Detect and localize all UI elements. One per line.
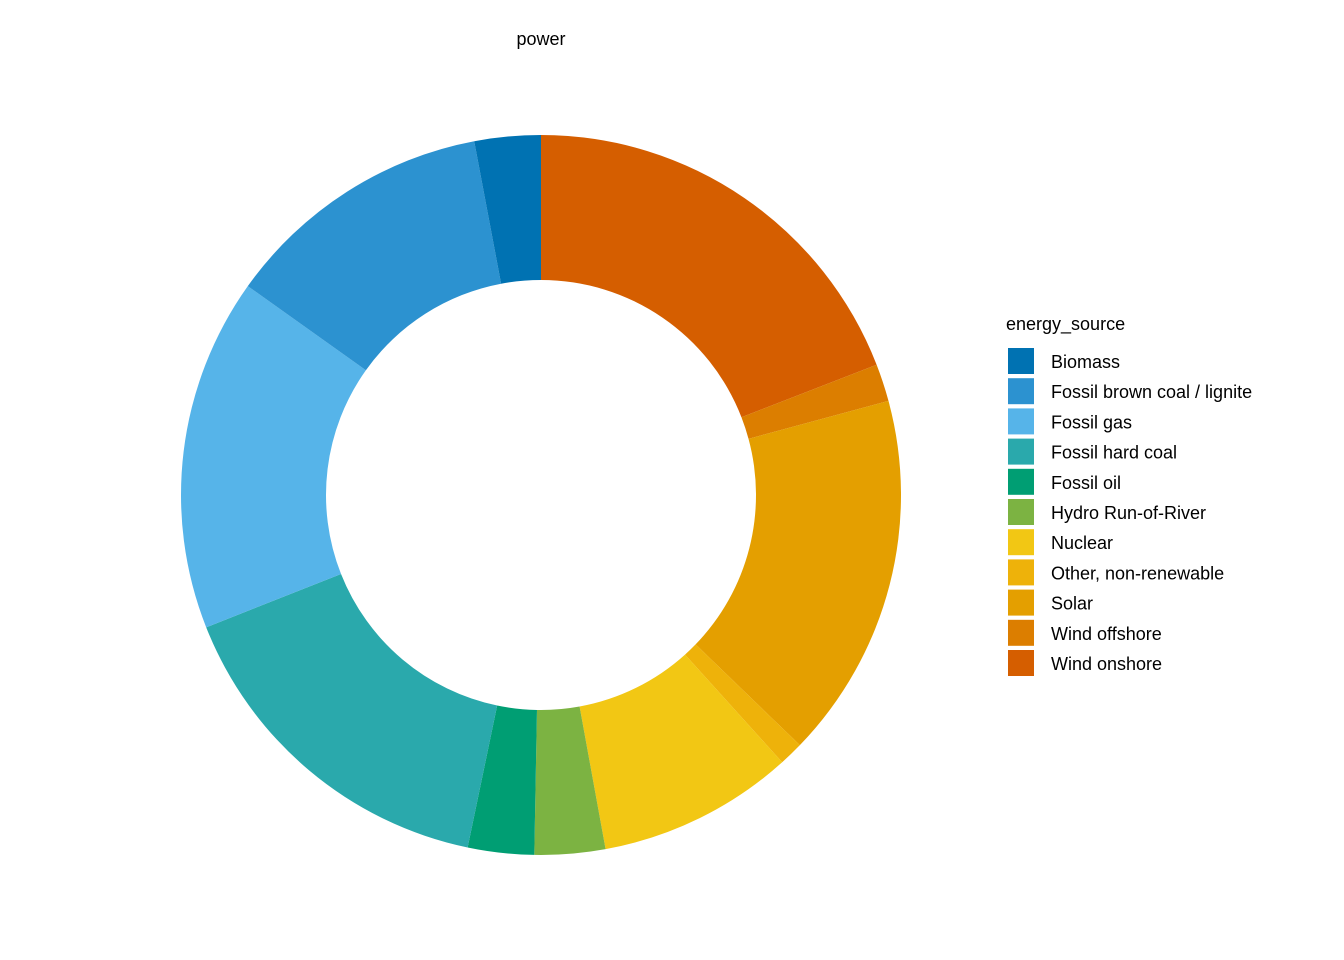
legend-key-fossil-brown-coal-lignite [1008, 378, 1034, 405]
slice-nuclear [579, 654, 783, 850]
legend-label-wind-onshore: Wind onshore [1051, 654, 1162, 674]
slice-other-non-renewable [685, 644, 800, 763]
legend-key-other-non-renewable [1008, 559, 1034, 586]
legend-label-solar: Solar [1051, 594, 1093, 614]
legend-label-other-non-renewable: Other, non-renewable [1051, 563, 1224, 583]
legend-label-hydro-run-of-river: Hydro Run-of-River [1051, 503, 1206, 523]
donut-slices [181, 135, 901, 855]
slice-fossil-gas [181, 286, 366, 628]
slice-wind-onshore [541, 135, 877, 418]
slice-fossil-hard-coal [206, 574, 498, 848]
legend-key-solar [1008, 589, 1034, 616]
legend-key-hydro-run-of-river [1008, 499, 1034, 525]
slice-biomass [474, 135, 541, 284]
slice-fossil-oil [467, 705, 537, 855]
legend-key-fossil-gas [1008, 408, 1034, 435]
legend-key-wind-offshore [1008, 619, 1034, 646]
slice-fossil-brown-coal-lignite [247, 141, 502, 371]
slice-wind-offshore [741, 364, 889, 439]
legend-label-nuclear: Nuclear [1051, 533, 1113, 553]
slice-hydro-run-of-river [534, 706, 606, 855]
legend-key-biomass [1008, 348, 1034, 374]
legend-label-biomass: Biomass [1051, 352, 1120, 372]
legend-label-wind-offshore: Wind offshore [1051, 624, 1162, 644]
legend-key-wind-onshore [1008, 650, 1034, 676]
legend: energy_source Biomass Fossil brown coal /… [1006, 314, 1252, 676]
slice-solar [695, 400, 901, 746]
axis-label: power [516, 29, 565, 49]
legend-title: energy_source [1006, 314, 1125, 335]
legend-key-fossil-hard-coal [1008, 438, 1034, 465]
legend-label-fossil-oil: Fossil oil [1051, 473, 1121, 493]
legend-label-fossil-gas: Fossil gas [1051, 412, 1132, 432]
legend-label-fossil-hard-coal: Fossil hard coal [1051, 443, 1177, 463]
legend-key-nuclear [1008, 529, 1034, 556]
legend-label-fossil-brown-coal-lignite: Fossil brown coal / lignite [1051, 382, 1252, 402]
legend-key-fossil-oil [1008, 468, 1034, 495]
